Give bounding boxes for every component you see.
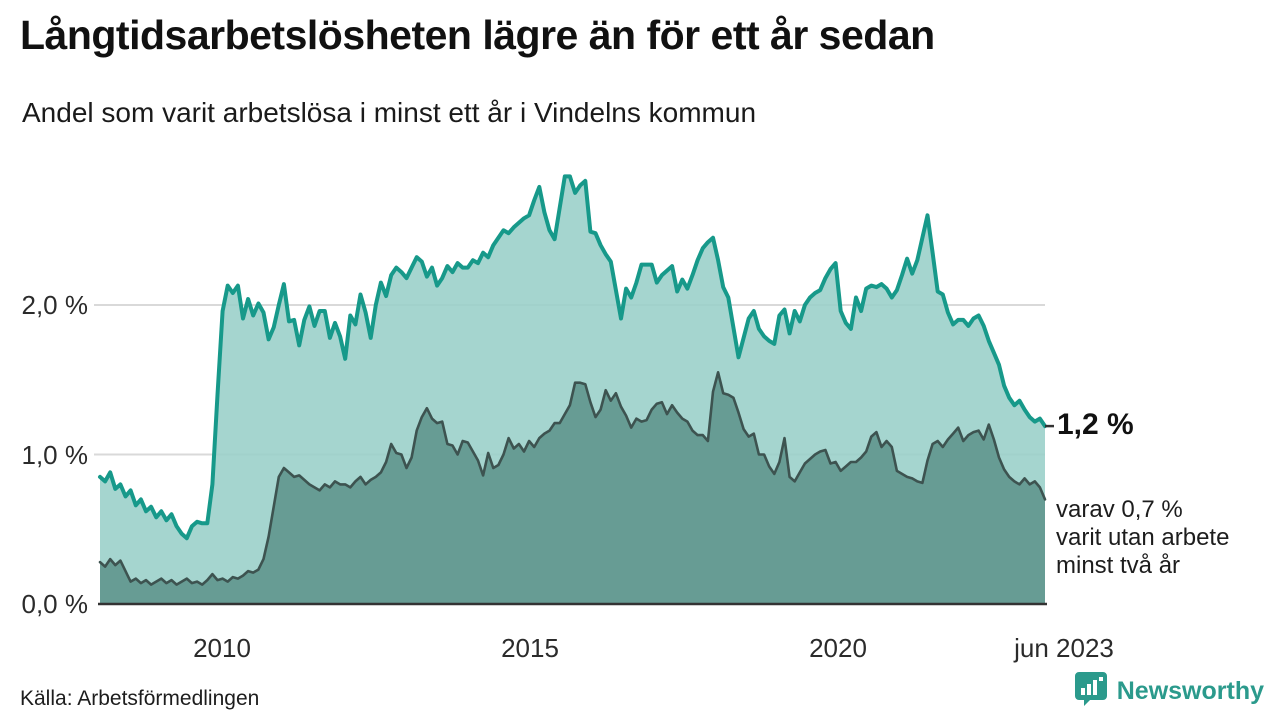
newsworthy-brand-name: Newsworthy: [1116, 677, 1264, 705]
y-axis-tick-1: 1,0 %: [21, 440, 89, 470]
page-title: Långtidsarbetslösheten lägre än för ett …: [20, 12, 935, 58]
secondary-value-annotation: varav 0,7 % varit utan arbete minst två …: [1056, 496, 1230, 579]
y-axis-tick-0: 0,0 %: [21, 589, 89, 619]
page-subtitle: Andel som varit arbetslösa i minst ett å…: [22, 97, 757, 128]
newsworthy-logo-icon: [1074, 671, 1108, 712]
x-axis-tick-2015: 2015: [501, 633, 559, 663]
series-line-unemployed-two-years: [98, 371, 1047, 586]
x-axis-tick-jun-2023: jun 2023: [1014, 633, 1114, 663]
series-area-unemployed-two-years: [100, 372, 1045, 604]
source-credit: Källa: Arbetsförmedlingen: [20, 687, 260, 710]
newsworthy-brand: Newsworthy: [1074, 671, 1264, 712]
series-line-unemployed-one-year: [98, 174, 1047, 541]
y-axis-tick-2: 2,0 %: [21, 290, 89, 320]
x-axis-tick-2020: 2020: [809, 633, 867, 663]
x-axis-tick-2010: 2010: [193, 633, 251, 663]
latest-value-label: 1,2 %: [1057, 408, 1134, 441]
